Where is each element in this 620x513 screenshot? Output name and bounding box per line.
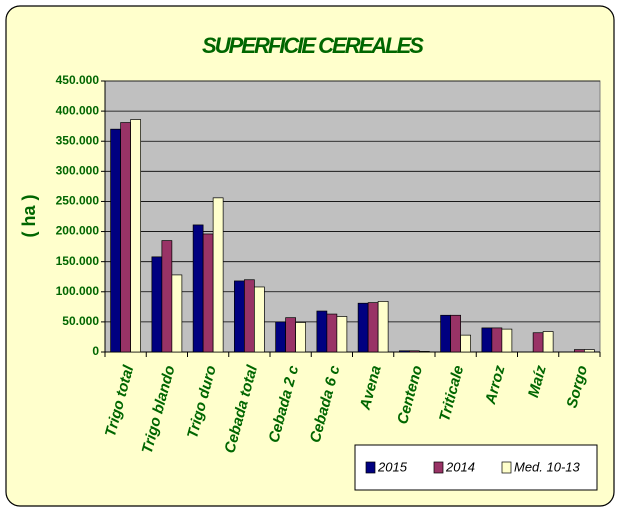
bar [336,316,348,353]
bar [212,197,224,353]
bar [367,302,379,353]
bar [234,280,245,353]
bar [377,301,389,353]
bar [202,233,214,353]
legend-label: 2015 [377,459,408,474]
bar [532,332,544,353]
bar [244,279,255,353]
y-tick-label: 250.000 [56,194,100,208]
y-tick-label: 0 [92,344,99,358]
chart-title: SUPERFICIE CEREALES [202,33,424,58]
bar [326,313,338,353]
bar [254,286,265,353]
bar [192,224,204,353]
y-tick-label: 300.000 [56,164,100,178]
bar [161,240,173,353]
bar [295,322,306,353]
bar [151,256,163,353]
bar [419,351,430,353]
bar [440,314,451,353]
bar [171,274,183,353]
bar [357,302,369,353]
legend-box [354,444,598,491]
bar [399,350,410,353]
bar [110,128,121,353]
y-tick-label: 100.000 [56,284,100,298]
bar [409,350,420,353]
legend: 2015 2014 Med. 10-13 [354,444,598,491]
bar [450,314,461,353]
bar [481,327,493,353]
y-axis-label: ( ha ) [19,194,39,237]
y-tick-label: 350.000 [56,133,100,147]
y-tick-label: 200.000 [56,224,100,238]
y-tick-label: 50.000 [62,314,99,328]
legend-label: 2014 [445,459,475,474]
y-tick-label: 150.000 [56,254,100,268]
bar [584,349,595,353]
bar [285,317,296,353]
bar [501,328,513,353]
y-tick-label: 400.000 [56,103,100,117]
bar [574,349,585,353]
bar [542,331,554,353]
y-tick-label: 450.000 [56,73,100,87]
legend-swatch [501,461,512,474]
bar [316,310,328,353]
legend-swatch [433,461,444,474]
bar [120,122,131,353]
legend-swatch [365,461,376,474]
plot-area [104,80,601,353]
bar [275,321,286,353]
bar [130,119,141,353]
legend-label: Med. 10-13 [514,459,581,474]
bar [460,334,471,353]
bar [491,327,503,353]
